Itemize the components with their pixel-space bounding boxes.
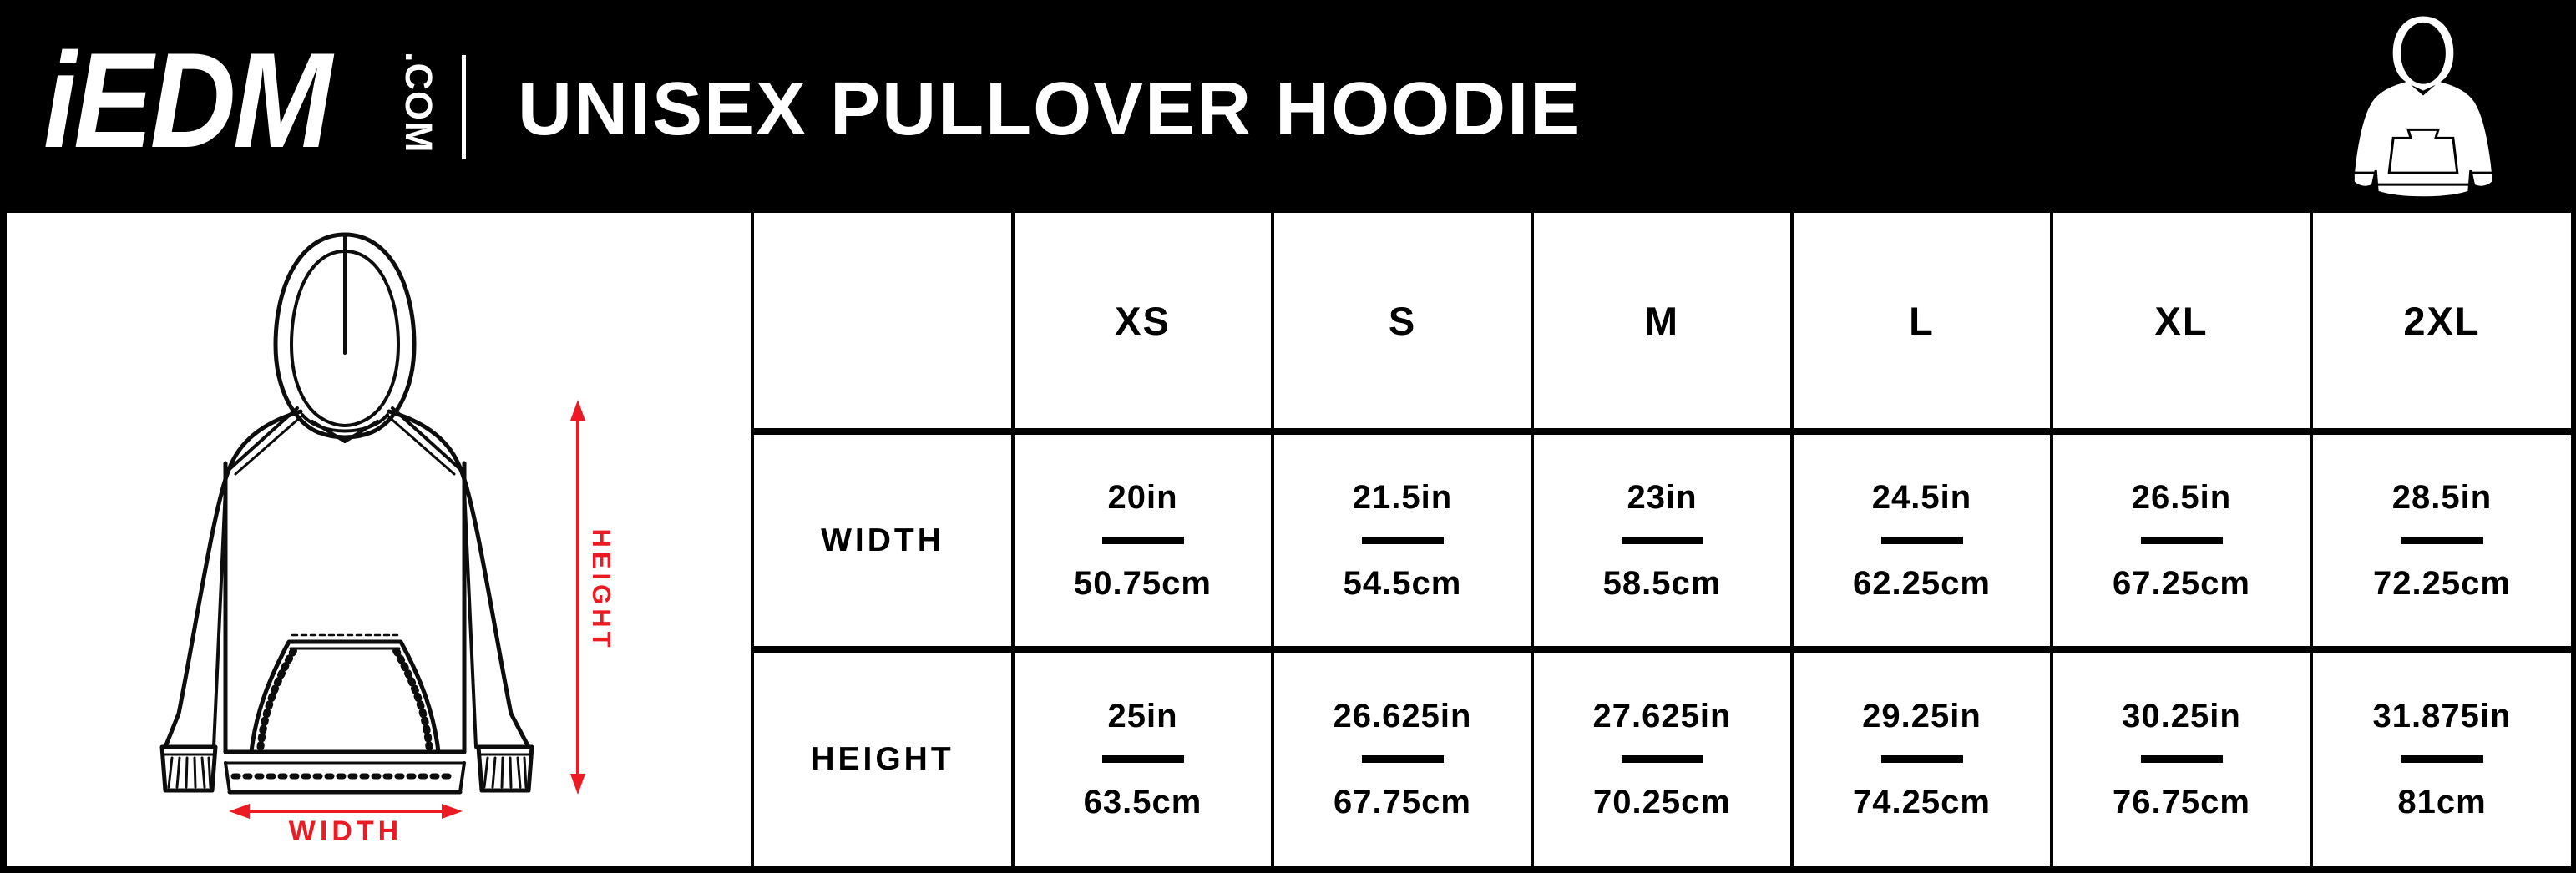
corner-cell	[751, 213, 1013, 432]
inches-value: 25in	[1107, 698, 1178, 735]
brand-logo-domain: .COM	[397, 52, 440, 154]
hoodie-icon	[2351, 13, 2495, 199]
value-separator	[2401, 537, 2483, 545]
header-divider	[462, 55, 466, 159]
value-separator	[1880, 537, 1963, 545]
value-separator	[1621, 537, 1703, 545]
hoodie-icon-hood-opening	[2401, 22, 2446, 84]
inches-value: 29.25in	[1862, 698, 1981, 735]
value-separator	[1101, 537, 1184, 545]
value-separator	[1361, 755, 1444, 764]
content-area: HEIGHT WIDTH XS S M L XL	[0, 213, 2576, 873]
cm-value: 67.75cm	[1334, 784, 1471, 821]
body-outline	[223, 461, 467, 754]
size-chart-table: XS S M L XL 2XL WIDTH 20in 50.75cm 21.5i…	[751, 213, 2571, 866]
value-separator	[1880, 755, 1963, 764]
hoodie-line-art: HEIGHT WIDTH	[159, 232, 616, 847]
width-dimension-label: WIDTH	[289, 815, 402, 847]
size-header-row: XS S M L XL 2XL	[751, 213, 2571, 432]
hoodie-icon-pocket	[2387, 128, 2459, 174]
cm-value: 72.25cm	[2373, 565, 2511, 603]
measurement-cell: 26.625in 67.75cm	[1271, 645, 1532, 866]
value-separator	[2401, 755, 2483, 764]
inches-value: 31.875in	[2372, 698, 2512, 735]
height-row: HEIGHT 25in 63.5cm 26.625in 67.75cm 27.6…	[751, 645, 2571, 866]
inches-value: 23in	[1627, 479, 1698, 517]
measurement-cell: 30.25in 76.75cm	[2050, 645, 2311, 866]
measurement-cell: 27.625in 70.25cm	[1531, 645, 1792, 866]
measurement-cell: 28.5in 72.25cm	[2310, 428, 2571, 649]
value-separator	[2140, 755, 2223, 764]
hoodie-icon-body	[2351, 13, 2495, 199]
cm-value: 67.25cm	[2113, 565, 2250, 603]
left-cuff	[159, 744, 218, 793]
cm-value: 62.25cm	[1853, 565, 1991, 603]
header-bar: iEDM .COM UNISEX PULLOVER HOODIE	[0, 0, 2576, 213]
height-dimension-arrow	[570, 400, 585, 795]
measurement-cell: 25in 63.5cm	[1011, 645, 1273, 866]
cm-value: 50.75cm	[1074, 565, 1212, 603]
inches-value: 28.5in	[2391, 479, 2492, 517]
cm-value: 54.5cm	[1343, 565, 1462, 603]
hood-outline	[273, 232, 417, 443]
hoodie-measurement-diagram: HEIGHT WIDTH	[7, 213, 751, 866]
right-cuff	[476, 744, 534, 793]
cm-value: 58.5cm	[1602, 565, 1722, 603]
hem-band	[223, 749, 467, 795]
cm-value: 81cm	[2397, 784, 2487, 821]
size-column-header: S	[1271, 213, 1532, 432]
page-title: UNISEX PULLOVER HOODIE	[518, 68, 1582, 151]
width-row: WIDTH 20in 50.75cm 21.5in 54.5cm 23in 58…	[751, 428, 2571, 649]
cm-value: 76.75cm	[2113, 784, 2250, 821]
size-column-header: M	[1531, 213, 1792, 432]
inches-value: 20in	[1107, 479, 1178, 517]
measurement-cell: 21.5in 54.5cm	[1271, 428, 1532, 649]
value-separator	[2140, 537, 2223, 545]
measurement-cell: 23in 58.5cm	[1531, 428, 1792, 649]
value-separator	[1361, 537, 1444, 545]
measurement-cell: 20in 50.75cm	[1011, 428, 1273, 649]
width-dimension-arrow	[229, 804, 463, 819]
inches-value: 26.625in	[1333, 698, 1472, 735]
hoodie-icon-collar	[2411, 84, 2436, 96]
kangaroo-pocket	[249, 633, 441, 754]
height-dimension-label: HEIGHT	[587, 528, 616, 651]
inches-value: 21.5in	[1352, 479, 1453, 517]
measurement-cell: 29.25in 74.25cm	[1790, 645, 2052, 866]
value-separator	[1101, 755, 1184, 764]
size-column-header: L	[1790, 213, 2052, 432]
size-column-header: XL	[2050, 213, 2311, 432]
brand-logo: iEDM	[43, 25, 332, 176]
inches-value: 30.25in	[2122, 698, 2241, 735]
inches-value: 27.625in	[1592, 698, 1732, 735]
cm-value: 63.5cm	[1083, 784, 1202, 821]
inches-value: 26.5in	[2131, 479, 2232, 517]
measurement-cell: 24.5in 62.25cm	[1790, 428, 2052, 649]
size-column-header: 2XL	[2310, 213, 2571, 432]
cm-value: 70.25cm	[1593, 784, 1731, 821]
size-column-header: XS	[1011, 213, 1273, 432]
row-label-width: WIDTH	[751, 428, 1013, 649]
inches-value: 24.5in	[1871, 479, 1972, 517]
measurement-cell: 31.875in 81cm	[2310, 645, 2571, 866]
measurement-cell: 26.5in 67.25cm	[2050, 428, 2311, 649]
row-label-height: HEIGHT	[751, 645, 1013, 866]
value-separator	[1621, 755, 1703, 764]
cm-value: 74.25cm	[1853, 784, 1991, 821]
